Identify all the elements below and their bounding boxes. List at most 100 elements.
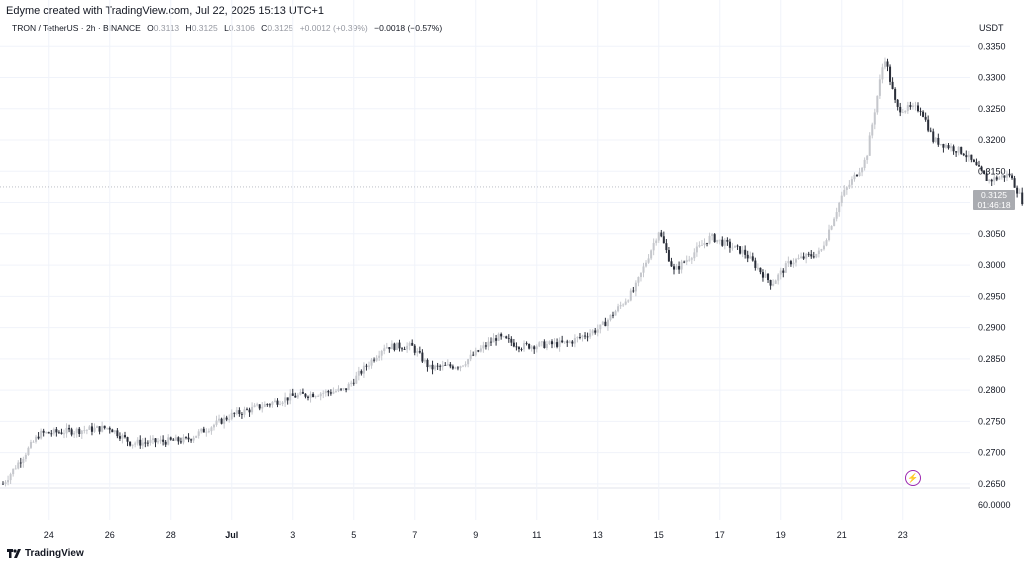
- candle-body: [243, 409, 246, 415]
- candle-body: [754, 260, 757, 268]
- candle-body: [233, 412, 236, 414]
- candle-body: [12, 468, 15, 475]
- candle-body: [428, 364, 432, 368]
- candle-body: [314, 396, 317, 398]
- candle-body: [792, 262, 795, 265]
- candle-body: [955, 151, 958, 153]
- candle-body: [545, 344, 548, 349]
- candle-body: [101, 425, 104, 432]
- candle-body: [492, 338, 495, 343]
- candle-body: [828, 229, 831, 241]
- candle-body: [634, 282, 637, 292]
- candle-body: [645, 262, 648, 267]
- candle-body: [584, 335, 587, 337]
- candle-body: [385, 347, 388, 349]
- candle-body: [131, 444, 134, 446]
- candle-body: [998, 177, 1001, 180]
- candle-body: [784, 263, 787, 273]
- candle-body: [375, 357, 378, 361]
- candle-body: [129, 441, 132, 446]
- candle-body: [678, 266, 681, 270]
- candle-body: [733, 245, 737, 248]
- candle-body: [772, 283, 775, 286]
- time-tick-label: 7: [412, 530, 417, 540]
- candle-body: [543, 341, 546, 349]
- candle-body: [273, 400, 276, 403]
- candle-body: [965, 155, 968, 158]
- candle-body: [118, 436, 121, 439]
- candle-body: [815, 253, 818, 258]
- candle-body: [83, 430, 86, 432]
- currency-unit[interactable]: USDT: [979, 23, 1004, 33]
- candle-body: [586, 336, 589, 338]
- open-value: 0.3113: [153, 23, 180, 33]
- candle-body: [19, 462, 22, 464]
- candle-body: [276, 400, 279, 405]
- candle-body: [454, 367, 457, 369]
- price-tick-label: 0.3000: [978, 260, 1006, 270]
- candle-body: [807, 253, 810, 255]
- candle-body: [1013, 178, 1016, 188]
- price-tick-label: 0.2900: [978, 323, 1006, 333]
- candle-body: [515, 346, 518, 348]
- candle-body: [718, 239, 721, 241]
- candle-body: [566, 341, 569, 343]
- candle-body: [228, 419, 231, 420]
- candle-body: [716, 239, 719, 243]
- candle-body: [744, 249, 747, 255]
- candle-body: [934, 137, 937, 142]
- candle-body: [258, 404, 261, 409]
- candle-body: [197, 431, 200, 436]
- candle-body: [332, 391, 335, 394]
- candle-body: [962, 153, 965, 156]
- candle-body: [525, 343, 528, 345]
- candle-body: [845, 187, 848, 190]
- candle-body: [210, 427, 213, 432]
- candle-body: [151, 438, 154, 440]
- candle-body: [301, 392, 304, 394]
- candle-body: [177, 437, 180, 442]
- candle-body: [85, 429, 88, 431]
- candle-body: [146, 442, 149, 444]
- candle-body: [345, 388, 348, 391]
- tradingview-brand[interactable]: TradingView: [7, 548, 84, 559]
- last-price: 0.3125: [981, 190, 1007, 200]
- candle-body: [497, 333, 500, 341]
- candle-body: [319, 393, 322, 397]
- candle-body: [253, 405, 256, 407]
- candle-body: [401, 348, 404, 350]
- candle-body: [312, 393, 315, 397]
- candle-body: [759, 267, 762, 273]
- candle-body: [680, 261, 683, 270]
- symbol-name[interactable]: TRON / TetherUS · 2h · BINANCE: [12, 23, 141, 33]
- candle-body: [741, 249, 744, 254]
- candle-body: [556, 342, 559, 347]
- candle-body: [723, 239, 726, 246]
- candle-body: [304, 393, 307, 397]
- close-label: C: [261, 23, 268, 33]
- candle-body: [68, 427, 71, 430]
- candle-body: [901, 112, 904, 114]
- candle-body: [184, 437, 188, 438]
- candle-body: [683, 261, 686, 263]
- candle-body: [505, 336, 508, 339]
- lightning-icon[interactable]: ⚡: [905, 470, 921, 486]
- candle-body: [899, 106, 902, 113]
- candle-body: [342, 388, 345, 390]
- high-value: 0.3125: [191, 23, 218, 33]
- candle-body: [904, 110, 907, 113]
- candle-body: [238, 410, 241, 414]
- candle-body: [975, 161, 978, 166]
- candle-body: [604, 321, 607, 327]
- candle-body: [944, 145, 947, 148]
- time-tick-label: 28: [166, 530, 176, 540]
- candle-body: [136, 439, 139, 444]
- candle-body: [4, 482, 7, 484]
- candle-body: [52, 429, 55, 434]
- candle-body: [868, 135, 871, 156]
- candle-body: [927, 119, 930, 131]
- candle-body: [774, 280, 777, 284]
- candle-body: [558, 340, 561, 347]
- candle-body: [528, 344, 531, 349]
